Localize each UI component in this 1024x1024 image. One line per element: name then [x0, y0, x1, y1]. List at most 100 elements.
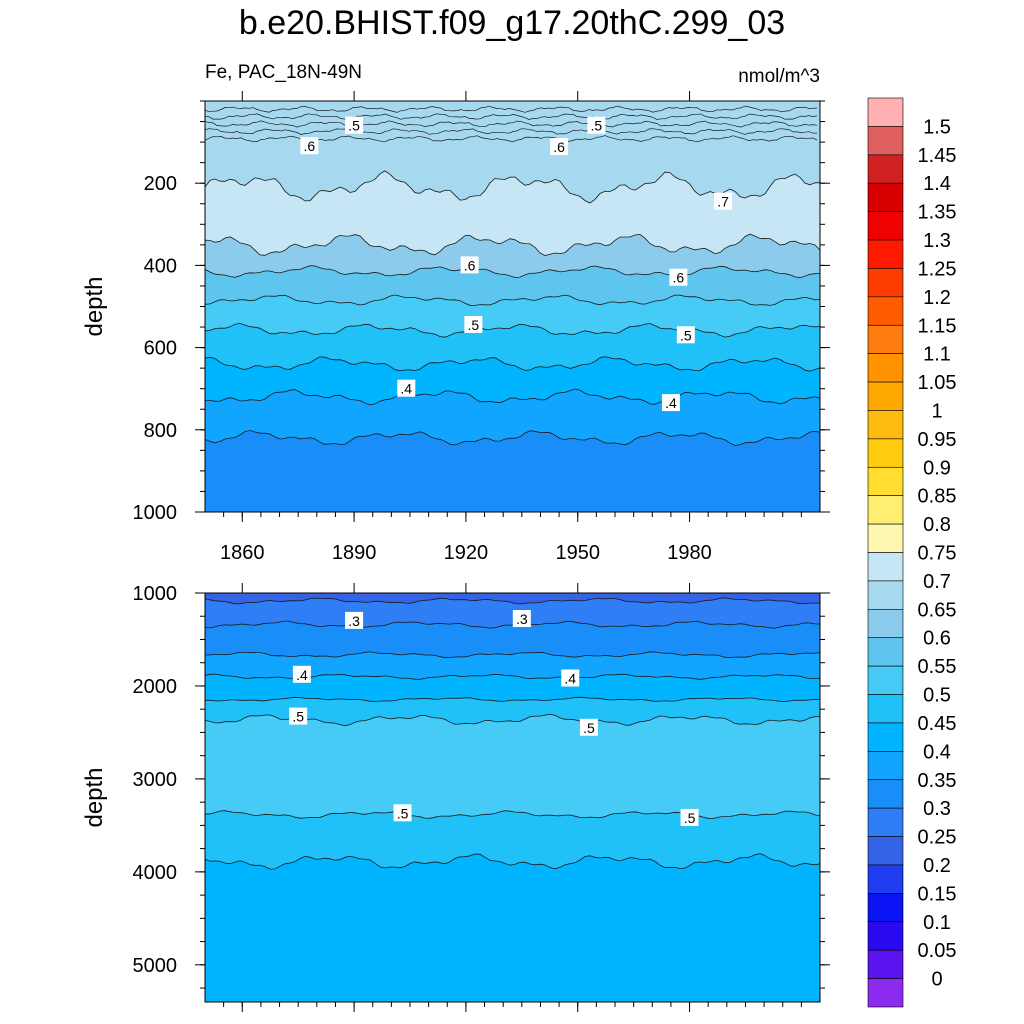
- colorbar-swatch: [867, 239, 904, 269]
- lower-contour-label: .5: [289, 707, 308, 725]
- colorbar-label: 0.35: [918, 770, 957, 792]
- colorbar-swatch: [867, 353, 904, 383]
- colorbar-swatch: [867, 154, 904, 184]
- upper-contour-label: .5: [464, 315, 483, 333]
- upper-surface-contour: [205, 128, 818, 135]
- colorbar-label: 0.65: [918, 599, 957, 621]
- upper-ytick-label: 400: [144, 255, 177, 277]
- colorbar-label: 0.4: [923, 741, 951, 763]
- upper-surface-contour: [205, 113, 818, 120]
- colorbar-swatch: [867, 324, 904, 354]
- xtick-label: 1950: [555, 542, 600, 564]
- lower-contour-line: [205, 713, 820, 727]
- lower-contour-label: .3: [345, 611, 364, 629]
- svg-text:.4: .4: [400, 381, 412, 397]
- colorbar-label: 0.15: [918, 883, 957, 905]
- lower-panel: .3 .3 .4 .4 .5 .5 .5 .5 1000 2000 3000 4000 5000 dept…: [81, 583, 830, 1012]
- svg-text:.6: .6: [304, 138, 316, 154]
- colorbar-label: 0.6: [923, 628, 951, 650]
- svg-text:.4: .4: [665, 395, 677, 411]
- colorbar-swatch: [867, 949, 904, 979]
- svg-text:.5: .5: [468, 317, 480, 333]
- colorbar-swatch: [867, 410, 904, 440]
- colorbar-label: 0.55: [918, 656, 957, 678]
- xtick-label: 1920: [444, 542, 489, 564]
- colorbar-swatch: [867, 836, 904, 866]
- lower-contour-label: .3: [512, 610, 531, 628]
- svg-text:.5: .5: [680, 327, 692, 343]
- colorbar-swatch: [867, 268, 904, 298]
- colorbar-label: 0.7: [923, 571, 951, 593]
- upper-contour-label: .6: [300, 137, 319, 155]
- chart-title: b.e20.BHIST.f09_g17.20thC.299_03: [238, 4, 786, 42]
- colorbar-label: 1.2: [923, 287, 951, 309]
- colorbar-swatch: [867, 722, 904, 752]
- colorbar-swatch: [867, 552, 904, 582]
- upper-contour-label: .6: [669, 268, 688, 286]
- lower-contour-label: .5: [579, 718, 598, 736]
- colorbar-swatch: [867, 864, 904, 894]
- upper-ytick-label: 800: [144, 420, 177, 442]
- colorbar-swatch: [867, 381, 904, 411]
- colorbar-swatch: [867, 751, 904, 781]
- upper-band-7: [205, 430, 820, 512]
- upper-panel: .5 .6 .6 .5 .7 .6 .6 .5 .5 .4 .4 200 400 600 800 1000 de…: [81, 91, 830, 524]
- lower-contour-label: .5: [680, 808, 699, 826]
- svg-text:.4: .4: [564, 671, 576, 687]
- colorbar-label: 0.85: [918, 486, 957, 508]
- lower-ytick-label: 4000: [133, 862, 178, 884]
- svg-text:.5: .5: [684, 810, 696, 826]
- upper-contour-line: [205, 430, 820, 446]
- colorbar: 1.5 1.45 1.4 1.35 1.3 1.25 1.2 1.15 1.1 1.05 1 0.95…: [867, 97, 957, 1008]
- lower-contour-label: .4: [561, 669, 580, 687]
- svg-text:.6: .6: [553, 139, 565, 155]
- lower-contour-fill: [205, 593, 820, 1002]
- svg-text:.6: .6: [673, 270, 685, 286]
- colorbar-label: 0: [931, 969, 942, 991]
- upper-contour-line: [205, 233, 820, 257]
- colorbar-swatch: [867, 807, 904, 837]
- upper-surface-contour: [205, 105, 818, 113]
- colorbar-label: 1.05: [918, 372, 957, 394]
- colorbar-label: 1: [931, 400, 942, 422]
- colorbar-label: 0.05: [918, 940, 957, 962]
- colorbar-label: 1.3: [923, 230, 951, 252]
- colorbar-swatch: [867, 523, 904, 553]
- colorbar-swatch: [867, 296, 904, 326]
- lower-frame: [204, 592, 821, 1003]
- upper-contour-line: [205, 322, 820, 338]
- colorbar-label: 1.5: [923, 116, 951, 138]
- colorbar-label: 0.2: [923, 855, 951, 877]
- colorbar-swatch: [867, 580, 904, 610]
- upper-ytick-label: 200: [144, 173, 177, 195]
- upper-contour-line: [205, 388, 820, 406]
- svg-text:.5: .5: [397, 805, 409, 821]
- upper-contour-label: .5: [676, 326, 695, 344]
- lower-band-7: [205, 853, 820, 1002]
- lower-contour-label: .4: [292, 665, 311, 683]
- upper-contour-line: [205, 265, 820, 279]
- colorbar-label: 0.1: [923, 912, 951, 934]
- svg-text:.5: .5: [583, 720, 595, 736]
- lower-contour-line: [205, 696, 820, 702]
- upper-contour-label: .6: [460, 256, 479, 274]
- colorbar-swatch: [867, 893, 904, 923]
- lower-ylabel: depth: [81, 767, 108, 827]
- upper-contour-fill: [205, 101, 820, 512]
- colorbar-label: 0.3: [923, 798, 951, 820]
- colorbar-label: 0.75: [918, 543, 957, 565]
- upper-contour-line: [205, 356, 820, 372]
- upper-contour-label: .5: [587, 116, 606, 134]
- lower-ytick-label: 2000: [133, 676, 178, 698]
- colorbar-swatch: [867, 665, 904, 695]
- xtick-label: 1980: [667, 542, 712, 564]
- colorbar-label: 1.1: [923, 344, 951, 366]
- colorbar-swatch: [867, 694, 904, 724]
- svg-text:.5: .5: [292, 709, 304, 725]
- lower-contour-line: [205, 651, 820, 659]
- svg-text:.3: .3: [348, 613, 360, 629]
- svg-text:.5: .5: [348, 118, 360, 134]
- upper-ytick-label: 600: [144, 338, 177, 360]
- lower-ytick-label: 5000: [133, 955, 178, 977]
